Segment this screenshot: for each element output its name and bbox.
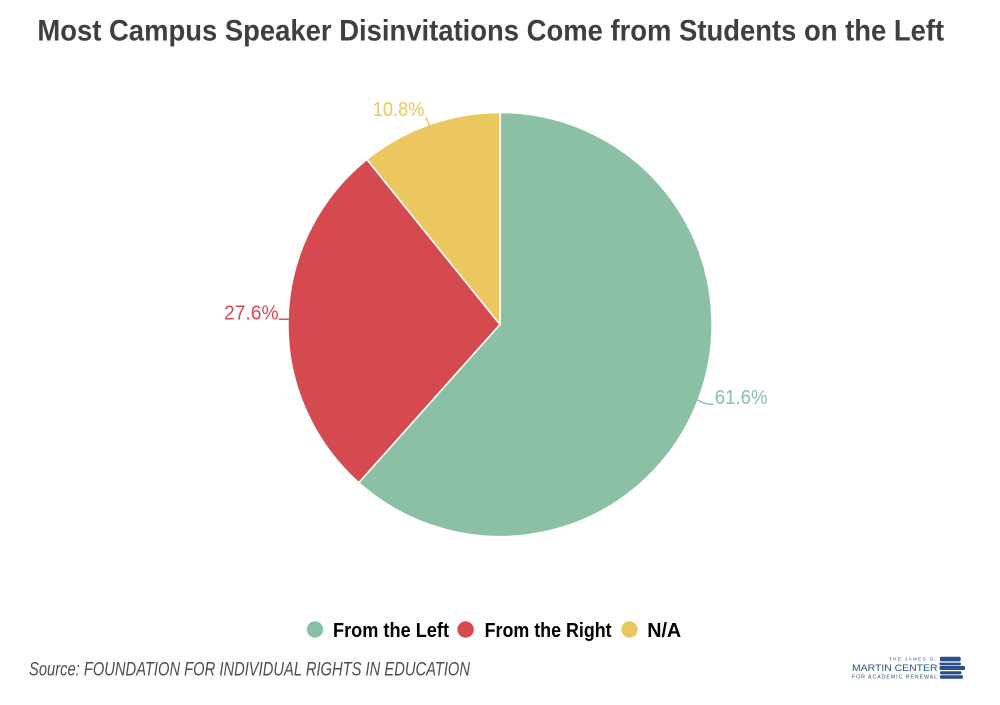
svg-text:N/A: N/A (647, 620, 681, 642)
svg-text:THE JAMES G.: THE JAMES G. (889, 657, 937, 662)
svg-text:61.6%: 61.6% (715, 387, 768, 409)
svg-text:From the Left: From the Left (333, 620, 449, 642)
svg-text:27.6%: 27.6% (224, 302, 279, 324)
svg-text:Most Campus Speaker Disinvitat: Most Campus Speaker Disinvitations Come … (37, 14, 944, 47)
svg-text:Source: FOUNDATION FOR INDIVID: Source: FOUNDATION FOR INDIVIDUAL RIGHTS… (29, 658, 471, 680)
svg-text:MARTIN CENTER: MARTIN CENTER (852, 663, 938, 674)
svg-text:FOR ACADEMIC RENEWAL: FOR ACADEMIC RENEWAL (852, 675, 938, 681)
svg-text:10.8%: 10.8% (373, 99, 425, 121)
svg-text:From the Right: From the Right (485, 620, 612, 642)
